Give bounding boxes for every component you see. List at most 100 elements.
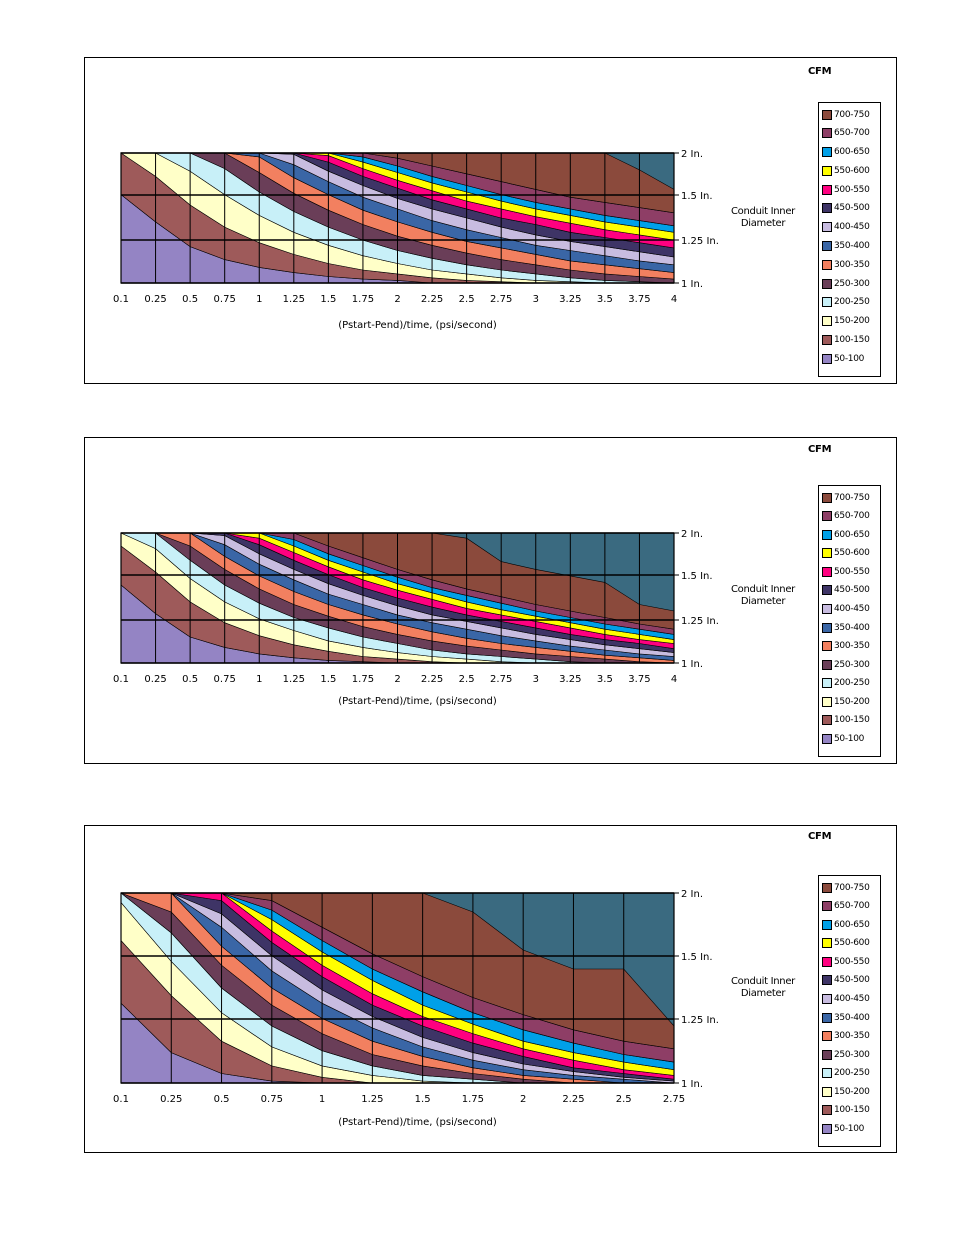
x-tick-label: 1 [256,674,262,685]
legend-label: 500-550 [834,184,870,195]
legend-item: 200-250 [822,677,870,690]
legend-item: 550-600 [822,164,870,177]
legend: 700-750 650-700 600-650 550-600 500-550 450-5… [818,102,881,377]
legend-item: 50-100 [822,352,864,365]
legend-item: 700-750 [822,491,870,504]
x-tick-label: 2 [520,1094,526,1105]
x-tick-label: 1 [319,1094,325,1105]
legend-item: 50-100 [822,1122,864,1135]
x-tick-label: 4 [671,294,677,305]
legend-label: 150-200 [834,696,870,707]
y-tick-label: 1.25 In. [681,1015,719,1026]
legend-swatch [822,203,832,214]
y-tick-label: 1.25 In. [681,616,719,627]
x-tick-label: 2.5 [459,294,475,305]
x-tick-label: 0.5 [182,674,198,685]
legend-item: 200-250 [822,296,870,309]
legend-swatch [822,1068,832,1079]
legend-item: 400-450 [822,992,870,1005]
x-tick-label: 2.75 [490,294,512,305]
x-tick-label: 1.25 [283,674,305,685]
legend-label: 150-200 [834,316,870,327]
legend-swatch [822,993,832,1004]
legend-swatch [822,278,832,289]
legend-swatch [822,901,832,912]
legend-item: 300-350 [822,1030,870,1043]
x-tick-label: 1.75 [352,674,374,685]
legend-label: 700-750 [834,492,870,503]
y-tick-label: 2 In. [681,149,703,160]
x-tick-label: 0.1 [113,1094,129,1105]
plot-frame [120,152,675,284]
legend-label: 50-100 [834,353,865,364]
legend-item: 550-600 [822,937,870,950]
x-tick-label: 0.25 [144,294,166,305]
legend-item: 400-450 [822,221,870,234]
x-tick-label: 3.75 [628,294,650,305]
x-tick-label: 1.25 [361,1094,383,1105]
legend-swatch [822,147,832,158]
legend-label: 200-250 [834,678,870,689]
x-tick-label: 3.75 [628,674,650,685]
y-tick-label: 1.5 In. [681,571,713,582]
x-tick-label: 2.5 [459,674,475,685]
legend-swatch [822,353,832,364]
legend-item: 200-250 [822,1067,870,1080]
y-tick-label: 1 In. [681,659,703,670]
chart-panel-3: 0.1 0.25 0.5 0.75 1 1.25 1.5 1.75 2 2.25 2.5 2.75 2 … [84,825,897,1153]
chart-plot-3: 0.1 0.25 0.5 0.75 1 1.25 1.5 1.75 2 2.25 2.5 2.75 2 … [113,889,719,1128]
legend-swatch [822,128,832,139]
legend-label: 250-300 [834,278,870,289]
legend-label: 300-350 [834,259,870,270]
legend-label: 450-500 [834,975,870,986]
legend-label: 350-400 [834,622,870,633]
legend-item: 450-500 [822,202,870,215]
legend-swatch [822,585,832,596]
legend-label: 350-400 [834,1012,870,1023]
y-tick-label: 1.5 In. [681,952,713,963]
legend-label: 550-600 [834,165,870,176]
y-tick-label: 1 In. [681,1079,703,1090]
x-tick-label: 3 [533,294,539,305]
legend-swatch [822,919,832,930]
legend-item: 300-350 [822,258,870,271]
legend-swatch [822,1049,832,1060]
legend-swatch [822,165,832,176]
legend-swatch [822,641,832,652]
legend-label: 200-250 [834,1068,870,1079]
legend-item: 550-600 [822,547,870,560]
chart-plot-1: 0.1 0.25 0.5 0.75 1 1.25 1.5 1.75 2 2.25 2.5 2.75 3 3… [113,149,719,331]
legend-label: 200-250 [834,297,870,308]
legend-label: 250-300 [834,659,870,670]
legend-swatch [822,659,832,670]
legend-label: 450-500 [834,203,870,214]
x-tick-label: 0.25 [160,1094,182,1105]
legend-swatch [822,733,832,744]
legend-label: 700-750 [834,109,870,120]
legend-item: 500-550 [822,183,870,196]
legend-swatch [822,938,832,949]
x-axis-label: (Pstart-Pend)/time, (psi/second) [338,320,497,331]
legend-item: 350-400 [822,240,870,253]
legend-item: 500-550 [822,565,870,578]
y-axis-label: Conduit Inner Diameter [731,976,795,999]
legend-swatch [822,678,832,689]
legend-swatch [822,975,832,986]
legend-item: 50-100 [822,732,864,745]
x-tick-label: 2.75 [490,674,512,685]
legend-swatch [822,511,832,522]
legend-swatch [822,566,832,577]
legend-item: 350-400 [822,1011,870,1024]
legend-swatch [822,696,832,707]
legend-item: 650-700 [822,510,870,523]
legend-swatch [822,241,832,251]
legend-label: 50-100 [834,1123,865,1134]
x-axis-label: (Pstart-Pend)/time, (psi/second) [338,696,497,707]
x-tick-label: 1.5 [415,1094,431,1105]
legend-swatch [822,715,832,726]
legend-label: 450-500 [834,585,870,596]
plot-frame [120,532,675,664]
legend-item: 150-200 [822,1085,870,1098]
legend-label: 500-550 [834,956,870,967]
x-tick-label: 3.25 [559,294,581,305]
